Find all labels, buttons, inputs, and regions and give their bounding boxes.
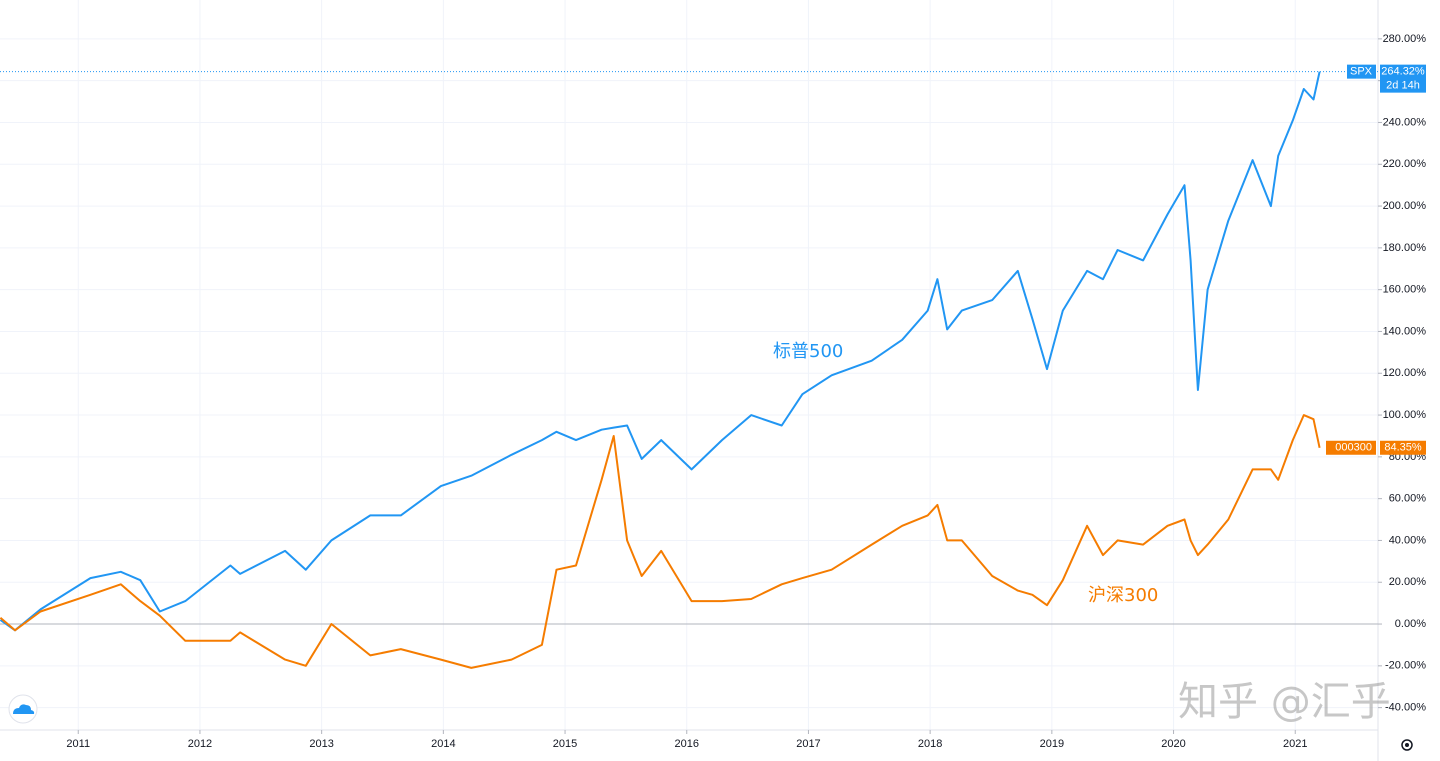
x-tick-label: 2013 [309, 738, 333, 750]
y-tick-label: 60.00% [1389, 493, 1427, 505]
y-tick-label: 240.00% [1383, 116, 1427, 128]
annotation: 沪深300 [1088, 585, 1158, 606]
y-tick-label: 280.00% [1383, 33, 1427, 45]
series-line [0, 414, 1321, 669]
y-tick-label: 140.00% [1383, 325, 1427, 337]
watermark: 知乎 @汇乎 [1178, 679, 1391, 725]
x-tick-label: 2019 [1040, 738, 1064, 750]
annotation: 标普500 [773, 341, 843, 362]
x-tick-label: 2015 [553, 738, 577, 750]
x-tick-label: 2014 [431, 738, 455, 750]
y-tick-label: 160.00% [1383, 284, 1427, 296]
x-tick-label: 2011 [66, 738, 90, 750]
settings-icon[interactable] [1401, 739, 1413, 751]
last-value-box [1380, 64, 1426, 93]
x-tick-label: 2017 [796, 738, 820, 750]
y-tick-label: 200.00% [1383, 200, 1427, 212]
last-value-label: 84.35% [1384, 442, 1422, 454]
x-tick-label: 2012 [188, 738, 212, 750]
logo[interactable] [8, 694, 38, 724]
x-tick-label: 2016 [675, 738, 699, 750]
x-tick-label: 2021 [1283, 738, 1307, 750]
series-name: 000300 [1335, 442, 1372, 454]
x-tick-label: 2020 [1161, 738, 1185, 750]
y-tick-label: -40.00% [1385, 702, 1426, 714]
series-name-box [1347, 64, 1376, 79]
last-value-label: 264.32% [1381, 66, 1425, 78]
y-tick-label: -20.00% [1385, 660, 1426, 672]
y-tick-label: 100.00% [1383, 409, 1427, 421]
grid [0, 0, 1378, 730]
series-name-box [1326, 440, 1376, 455]
y-tick-label: 20.00% [1389, 576, 1427, 588]
countdown: 2d 14h [1386, 80, 1420, 92]
y-tick-label: 220.00% [1383, 158, 1427, 170]
y-tick-label: 0.00% [1395, 618, 1426, 630]
y-tick-label: 120.00% [1383, 367, 1427, 379]
y-tick-label: 180.00% [1383, 242, 1427, 254]
x-tick-label: 2018 [918, 738, 942, 750]
y-tick-label: 40.00% [1389, 534, 1427, 546]
series-name: SPX [1350, 66, 1373, 78]
last-value-box [1380, 440, 1426, 455]
series-line [0, 71, 1321, 632]
